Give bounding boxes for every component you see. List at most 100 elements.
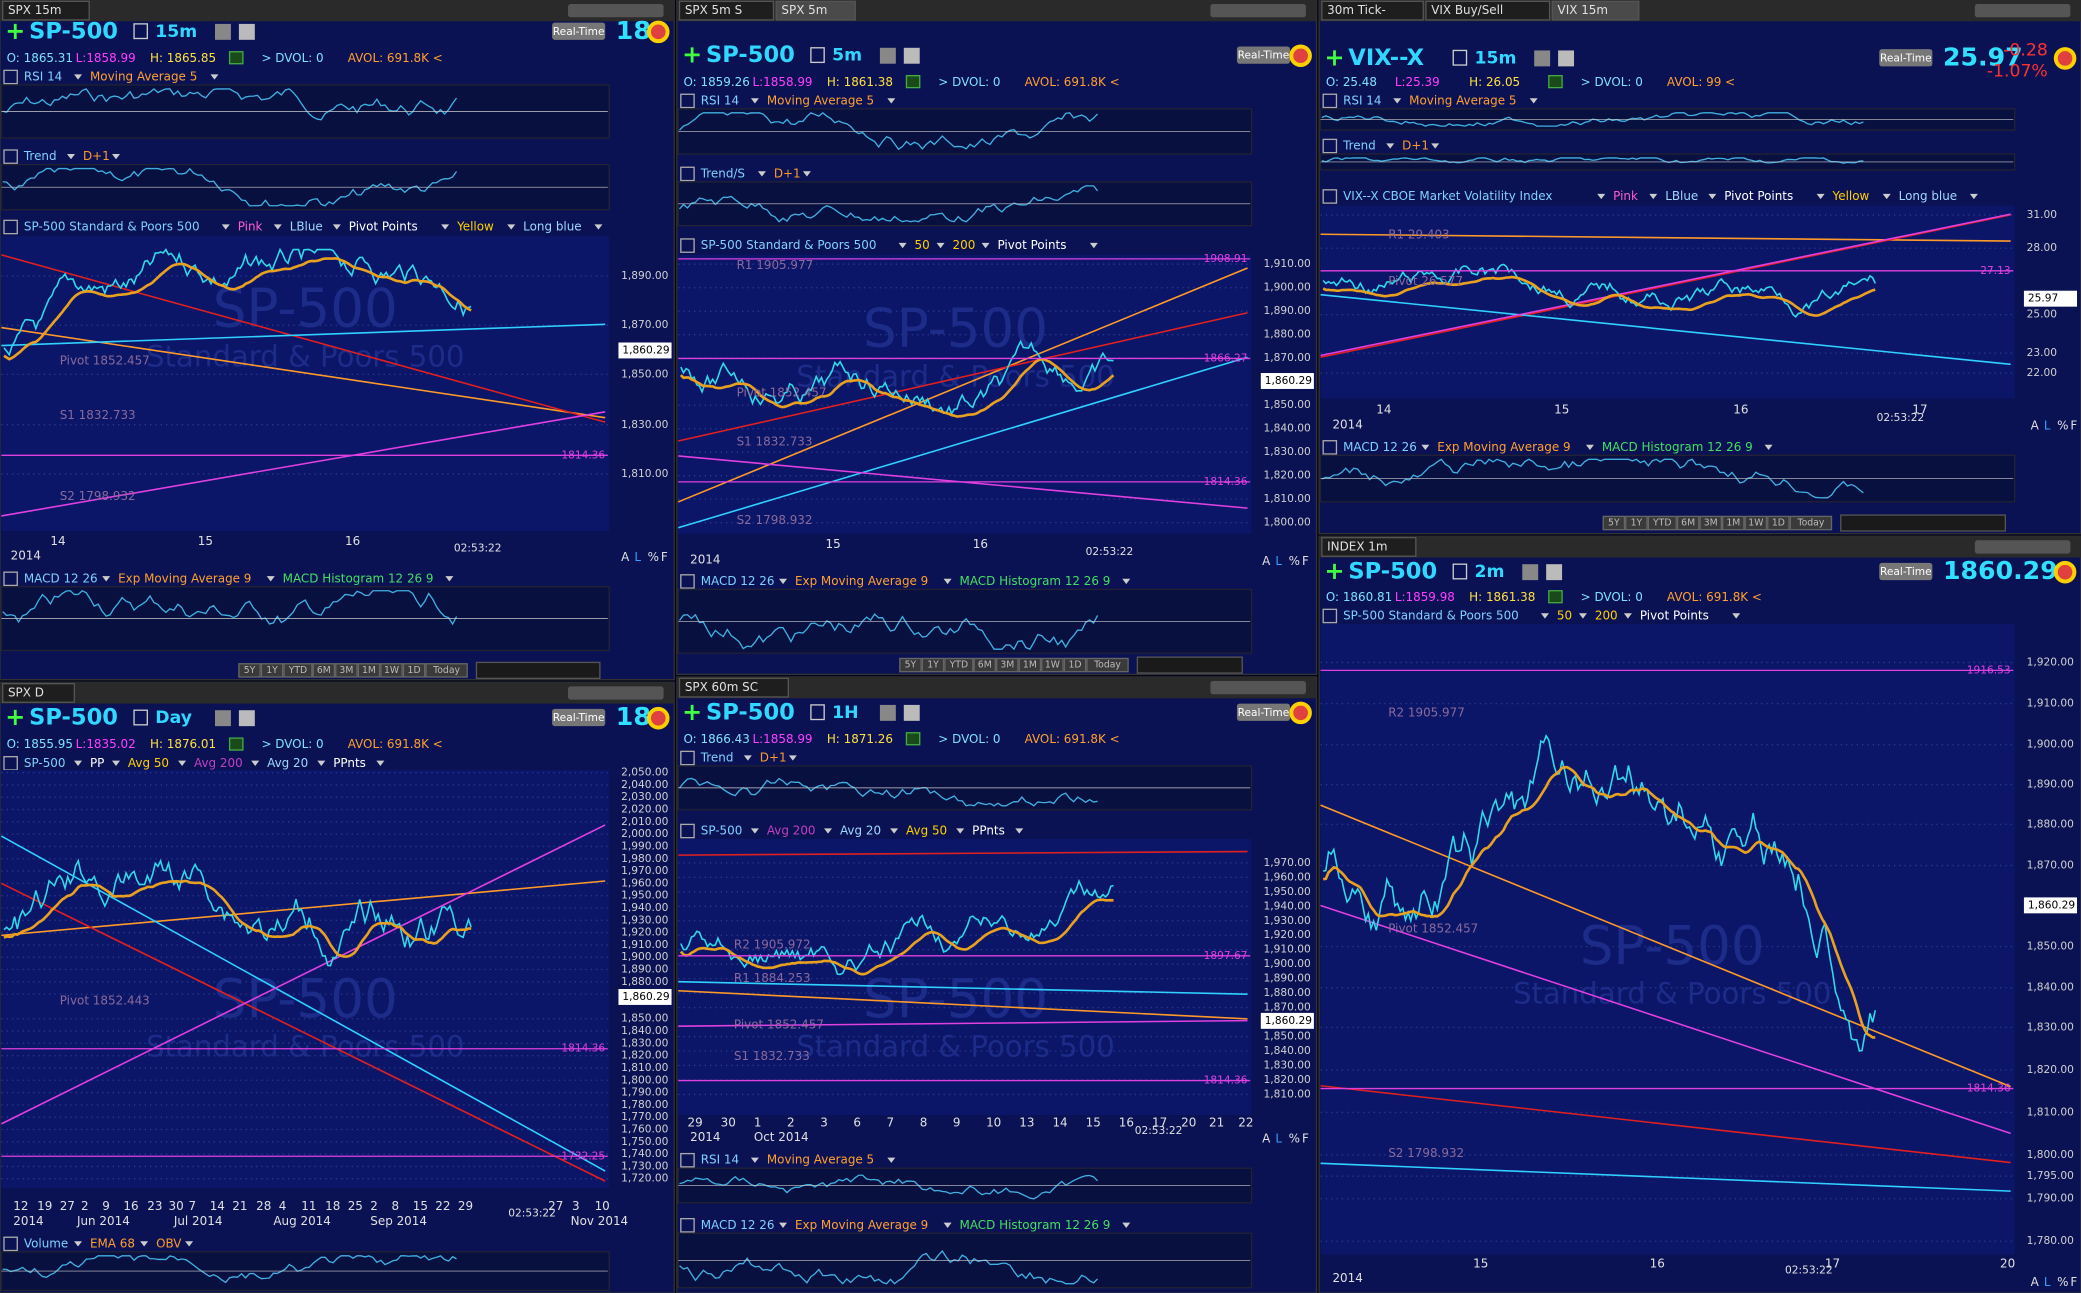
dropdown-arrow[interactable] [376, 760, 385, 766]
study-close[interactable] [680, 823, 695, 839]
dropdown-arrow[interactable] [1122, 578, 1131, 585]
dropdown-arrow[interactable] [1122, 1222, 1131, 1228]
dropdown-arrow[interactable] [74, 74, 83, 80]
study-close[interactable] [3, 571, 18, 587]
dropdown-arrow[interactable] [1089, 242, 1098, 249]
scroll-bar[interactable] [1840, 514, 2007, 532]
study-close[interactable] [680, 750, 695, 766]
window-controls[interactable] [568, 3, 664, 18]
study-close[interactable] [3, 149, 18, 164]
dropdown-arrow[interactable] [112, 760, 120, 766]
dropdown-arrow[interactable] [1882, 193, 1891, 200]
study-close[interactable] [3, 1236, 18, 1252]
range-button[interactable] [921, 657, 945, 673]
tools-icon[interactable] [879, 47, 896, 64]
dropdown-arrow[interactable] [743, 755, 752, 761]
dropdown-arrow[interactable] [1732, 613, 1741, 619]
range-button[interactable] [425, 663, 468, 678]
range-button[interactable] [380, 663, 403, 678]
add-icon[interactable]: + [682, 698, 702, 726]
chart-icon[interactable] [1558, 50, 1575, 67]
dropdown-arrow[interactable] [890, 828, 899, 834]
dropdown-arrow[interactable] [981, 242, 990, 249]
dropdown-arrow[interactable] [1540, 613, 1549, 619]
range-button[interactable] [1699, 515, 1723, 531]
add-icon[interactable]: + [5, 703, 25, 731]
study-close[interactable] [1322, 440, 1338, 455]
range-button[interactable] [335, 663, 358, 678]
study-close[interactable] [1322, 93, 1338, 109]
dropdown-arrow[interactable] [74, 1241, 83, 1247]
scroll-bar[interactable] [475, 661, 601, 680]
tools-icon[interactable] [1522, 564, 1539, 581]
add-icon[interactable]: + [1325, 43, 1345, 71]
list-icon[interactable] [133, 23, 148, 40]
dropdown-arrow[interactable] [898, 242, 907, 249]
range-button[interactable] [1744, 515, 1768, 531]
tab[interactable] [1, 0, 90, 21]
add-icon[interactable]: + [682, 41, 702, 69]
range-button[interactable] [1676, 515, 1700, 531]
chart-icon[interactable] [903, 47, 920, 64]
list-icon[interactable] [1452, 49, 1468, 66]
dropdown-arrow[interactable] [779, 578, 788, 585]
range-button[interactable] [1018, 657, 1042, 673]
tools-icon[interactable] [215, 23, 231, 40]
range-button[interactable] [899, 657, 922, 673]
dropdown-arrow[interactable] [887, 1157, 896, 1163]
study-close[interactable] [680, 166, 695, 182]
range-button[interactable] [996, 657, 1019, 673]
study-close[interactable] [1322, 189, 1338, 204]
dropdown-arrow[interactable] [140, 1241, 149, 1247]
realtime-button[interactable] [1236, 703, 1291, 721]
tab[interactable] [1321, 536, 1417, 557]
list-icon[interactable] [810, 704, 825, 721]
realtime-button[interactable] [1879, 562, 1933, 581]
dropdown-arrow[interactable] [178, 760, 187, 766]
range-button[interactable] [1625, 515, 1648, 531]
range-button[interactable] [238, 663, 261, 678]
dropdown-arrow[interactable] [779, 1222, 788, 1228]
dropdown-arrow[interactable] [1969, 193, 1978, 200]
dropdown-arrow[interactable] [943, 1222, 952, 1228]
range-button[interactable] [260, 663, 284, 678]
range-button[interactable] [1041, 657, 1064, 673]
dropdown-arrow[interactable] [750, 828, 759, 834]
dropdown-arrow[interactable] [788, 755, 797, 761]
tab[interactable] [678, 0, 775, 21]
dropdown-arrow[interactable] [594, 224, 603, 230]
study-close[interactable] [680, 1217, 695, 1233]
dropdown-arrow[interactable] [74, 760, 83, 766]
tab[interactable] [1425, 0, 1551, 21]
range-button[interactable] [1602, 515, 1626, 531]
window-controls[interactable] [1210, 681, 1306, 695]
dropdown-arrow[interactable] [266, 576, 275, 582]
dropdown-arrow[interactable] [757, 171, 766, 177]
dropdown-arrow[interactable] [445, 576, 454, 582]
range-button[interactable] [312, 663, 336, 678]
dropdown-arrow[interactable] [1393, 98, 1402, 104]
dropdown-arrow[interactable] [1015, 828, 1024, 834]
dropdown-arrow[interactable] [750, 1157, 759, 1163]
tab[interactable] [1551, 0, 1640, 21]
dropdown-arrow[interactable] [802, 171, 811, 177]
chart-icon[interactable] [238, 23, 255, 40]
dropdown-arrow[interactable] [1386, 143, 1395, 149]
window-controls[interactable] [1210, 3, 1306, 18]
realtime-button[interactable] [1236, 46, 1291, 64]
range-button[interactable] [1086, 657, 1129, 673]
dropdown-arrow[interactable] [1597, 193, 1606, 200]
window-controls[interactable] [1974, 3, 2071, 18]
dropdown-arrow[interactable] [112, 153, 120, 160]
dropdown-arrow[interactable] [507, 224, 516, 230]
tab[interactable] [678, 677, 790, 698]
range-button[interactable] [1647, 515, 1677, 531]
study-close[interactable] [680, 574, 695, 589]
dropdown-arrow[interactable] [1431, 143, 1440, 149]
realtime-button[interactable] [552, 22, 606, 40]
range-button[interactable] [283, 663, 313, 678]
range-button[interactable] [1063, 657, 1087, 673]
dropdown-arrow[interactable] [102, 576, 111, 582]
range-button[interactable] [402, 663, 426, 678]
range-button[interactable] [1722, 515, 1745, 531]
